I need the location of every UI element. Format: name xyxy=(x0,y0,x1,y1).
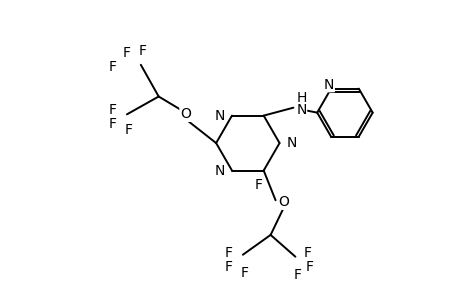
Text: O: O xyxy=(277,195,288,209)
Text: N: N xyxy=(323,78,334,92)
Text: F: F xyxy=(125,123,133,137)
Text: F: F xyxy=(109,60,117,74)
Text: F: F xyxy=(224,260,233,274)
Text: N: N xyxy=(214,109,224,123)
Text: N: N xyxy=(286,136,296,150)
Text: F: F xyxy=(109,117,117,131)
Text: F: F xyxy=(305,260,313,274)
Text: F: F xyxy=(254,178,262,192)
Text: F: F xyxy=(109,103,117,117)
Text: F: F xyxy=(293,268,301,281)
Text: O: O xyxy=(179,107,190,121)
Text: F: F xyxy=(139,44,146,58)
Text: F: F xyxy=(123,46,131,60)
Text: F: F xyxy=(224,246,233,260)
Text: N: N xyxy=(296,103,306,117)
Text: F: F xyxy=(302,246,311,260)
Text: H: H xyxy=(296,91,306,105)
Text: N: N xyxy=(214,164,224,178)
Text: F: F xyxy=(241,266,248,280)
